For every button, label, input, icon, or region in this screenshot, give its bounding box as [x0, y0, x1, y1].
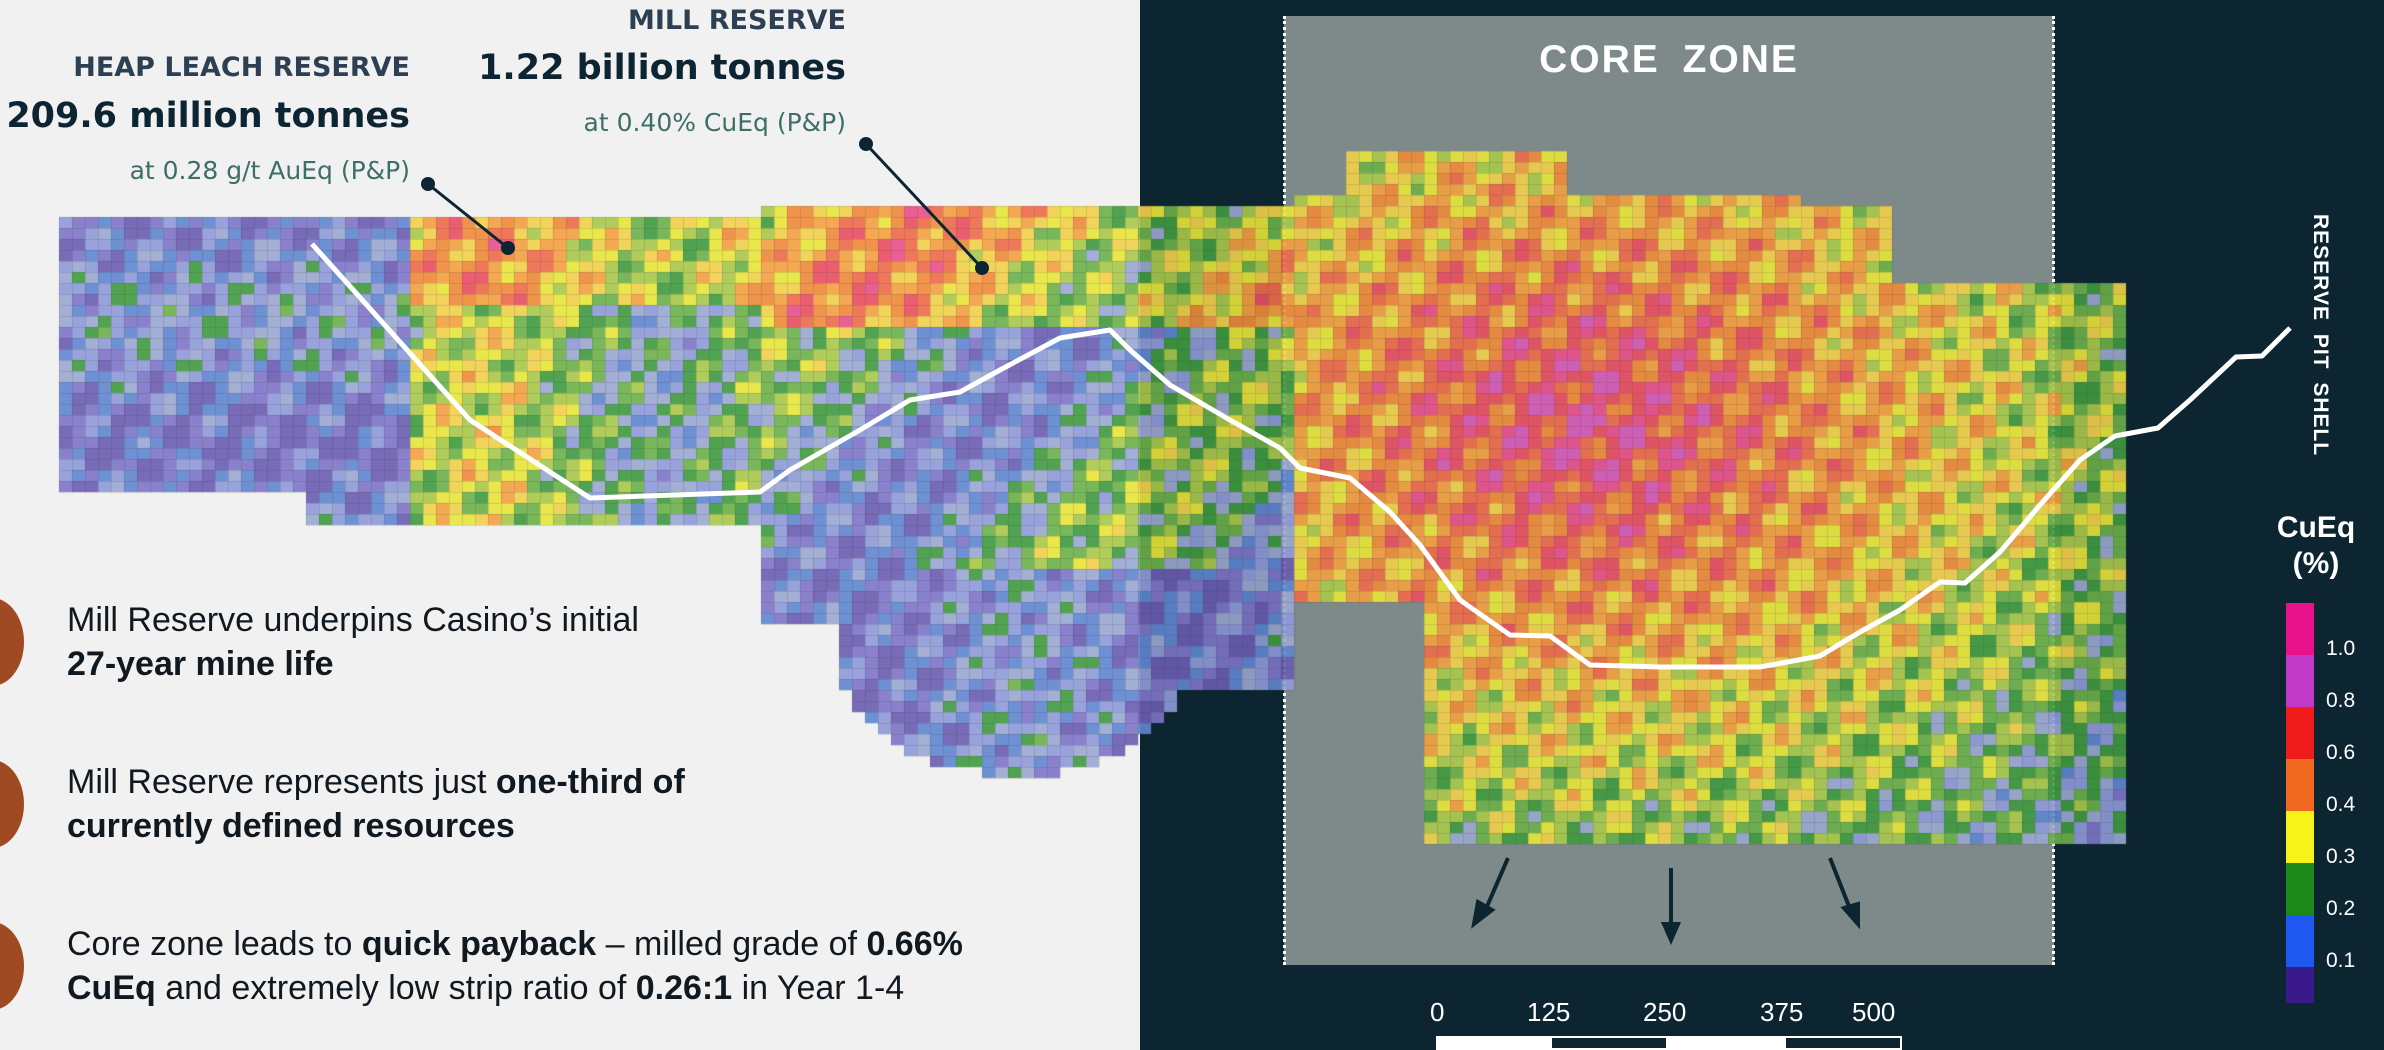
mill-leader	[859, 137, 989, 275]
legend-swatch	[2286, 707, 2314, 759]
scale-label: 250	[1643, 997, 1687, 1027]
legend-swatch	[2286, 863, 2314, 915]
legend-title: CuEq (%)	[2276, 511, 2356, 580]
legend-tick: 0.4	[2326, 793, 2356, 816]
heap-leach-grade: at 0.28 g/t AuEq (P&P)	[129, 156, 410, 185]
scale-segment	[1784, 1036, 1902, 1050]
legend-swatch	[2286, 915, 2314, 967]
legend-swatch	[2286, 967, 2314, 1003]
scale-label: 500	[1852, 997, 1896, 1027]
scale-label: 125	[1527, 997, 1571, 1027]
scale-segment	[1436, 1036, 1550, 1050]
legend-tick: 0.3	[2326, 845, 2356, 868]
heap-leach-leader	[421, 177, 515, 255]
pit-shell-label: RESERVE PIT SHELL	[2309, 214, 2332, 457]
legend-tick: 0.8	[2326, 689, 2356, 712]
scale-label: 375	[1760, 997, 1804, 1027]
legend-swatch	[2286, 655, 2314, 707]
heap-leach-tonnage: 209.6 million tonnes	[6, 96, 410, 136]
arrow-down-right-icon	[1828, 857, 1860, 930]
mill-tonnage: 1.22 billion tonnes	[478, 48, 846, 88]
mill-heading: MILL RESERVE	[628, 5, 846, 36]
arrow-down-left-icon	[1471, 857, 1510, 929]
legend-swatch	[2286, 759, 2314, 811]
legend-swatch	[2286, 603, 2314, 655]
heap-leach-heading: HEAP LEACH RESERVE	[73, 52, 410, 83]
legend-tick: 1.0	[2326, 637, 2356, 660]
pit-shell-line	[310, 242, 2292, 670]
mill-grade: at 0.40% CuEq (P&P)	[583, 108, 847, 137]
scale-segment	[1550, 1036, 1668, 1050]
core-zone-label: CORE ZONE	[1539, 38, 1799, 81]
scale-segment	[1668, 1036, 1784, 1050]
bullet-1-text: Mill Reserve underpins Casino’s initial 2…	[67, 601, 639, 683]
arrow-down-icon	[1660, 868, 1682, 945]
legend-tick: 0.6	[2326, 741, 2356, 764]
scale-label: 0	[1430, 997, 1445, 1027]
bullet-2-text: Mill Reserve represents just one-third o…	[67, 763, 685, 845]
legend-tick: 0.2	[2326, 897, 2356, 920]
legend-swatch	[2286, 811, 2314, 863]
legend-tick: 0.1	[2326, 949, 2356, 972]
bullet-3-text: Core zone leads to quick payback – mille…	[67, 925, 963, 1007]
